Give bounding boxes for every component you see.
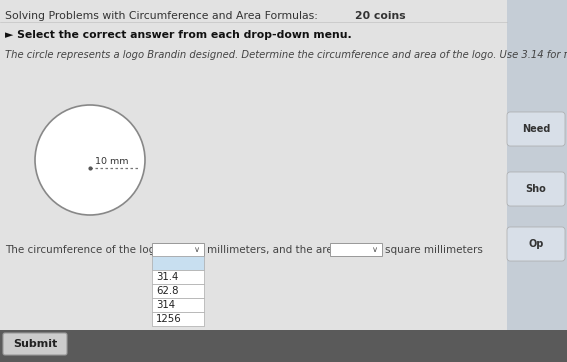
Text: Solving Problems with Circumference and Area Formulas:: Solving Problems with Circumference and … — [5, 11, 321, 21]
Text: 62.8: 62.8 — [156, 286, 179, 296]
Text: Op: Op — [528, 239, 544, 249]
Text: 10 mm: 10 mm — [95, 157, 129, 166]
Text: Need: Need — [522, 124, 550, 134]
Text: ∨: ∨ — [194, 245, 200, 254]
Text: ∨: ∨ — [372, 245, 378, 254]
FancyBboxPatch shape — [507, 0, 567, 330]
Text: square millimeters: square millimeters — [385, 245, 483, 255]
FancyBboxPatch shape — [330, 243, 382, 256]
Text: millimeters, and the area is: millimeters, and the area is — [207, 245, 351, 255]
FancyBboxPatch shape — [152, 256, 204, 270]
Text: 20 coins: 20 coins — [355, 11, 405, 21]
FancyBboxPatch shape — [3, 333, 67, 355]
FancyBboxPatch shape — [152, 270, 204, 284]
FancyBboxPatch shape — [152, 298, 204, 312]
FancyBboxPatch shape — [152, 243, 204, 256]
FancyBboxPatch shape — [507, 227, 565, 261]
Text: The circumference of the logo is: The circumference of the logo is — [5, 245, 174, 255]
FancyBboxPatch shape — [507, 172, 565, 206]
Text: The circle represents a logo Brandin designed. Determine the circumference and a: The circle represents a logo Brandin des… — [5, 50, 567, 60]
Text: 31.4: 31.4 — [156, 272, 179, 282]
Text: 1256: 1256 — [156, 314, 182, 324]
Text: Sho: Sho — [526, 184, 547, 194]
Text: Submit: Submit — [13, 339, 57, 349]
Text: ► Select the correct answer from each drop-down menu.: ► Select the correct answer from each dr… — [5, 30, 352, 40]
FancyBboxPatch shape — [152, 284, 204, 298]
Text: 314: 314 — [156, 300, 175, 310]
FancyBboxPatch shape — [507, 112, 565, 146]
FancyBboxPatch shape — [152, 312, 204, 326]
Circle shape — [35, 105, 145, 215]
FancyBboxPatch shape — [0, 330, 567, 362]
